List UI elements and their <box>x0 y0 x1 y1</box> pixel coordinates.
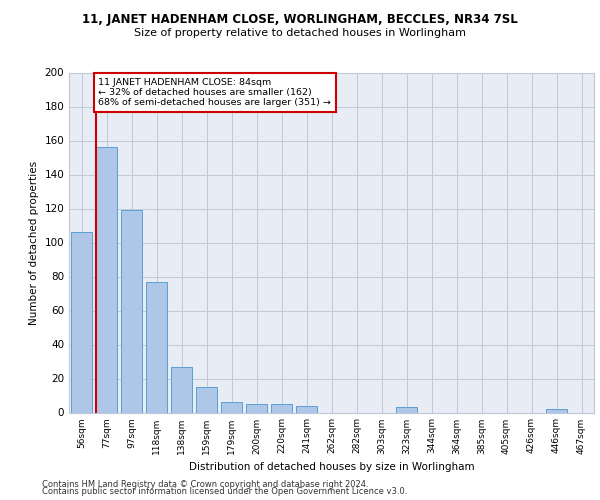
X-axis label: Distribution of detached houses by size in Worlingham: Distribution of detached houses by size … <box>188 462 475 472</box>
Bar <box>96 148 117 412</box>
Bar <box>246 404 267 412</box>
Text: 11 JANET HADENHAM CLOSE: 84sqm
← 32% of detached houses are smaller (162)
68% of: 11 JANET HADENHAM CLOSE: 84sqm ← 32% of … <box>98 78 331 108</box>
Text: Contains HM Land Registry data © Crown copyright and database right 2024.: Contains HM Land Registry data © Crown c… <box>42 480 368 489</box>
Bar <box>221 402 242 412</box>
Bar <box>146 282 167 412</box>
Bar <box>121 210 142 412</box>
Text: 11, JANET HADENHAM CLOSE, WORLINGHAM, BECCLES, NR34 7SL: 11, JANET HADENHAM CLOSE, WORLINGHAM, BE… <box>82 12 518 26</box>
Bar <box>196 387 217 412</box>
Bar <box>71 232 92 412</box>
Bar <box>396 408 417 412</box>
Bar <box>271 404 292 412</box>
Bar <box>546 409 567 412</box>
Y-axis label: Number of detached properties: Number of detached properties <box>29 160 39 324</box>
Bar <box>171 366 192 412</box>
Text: Contains public sector information licensed under the Open Government Licence v3: Contains public sector information licen… <box>42 487 407 496</box>
Text: Size of property relative to detached houses in Worlingham: Size of property relative to detached ho… <box>134 28 466 38</box>
Bar <box>296 406 317 412</box>
